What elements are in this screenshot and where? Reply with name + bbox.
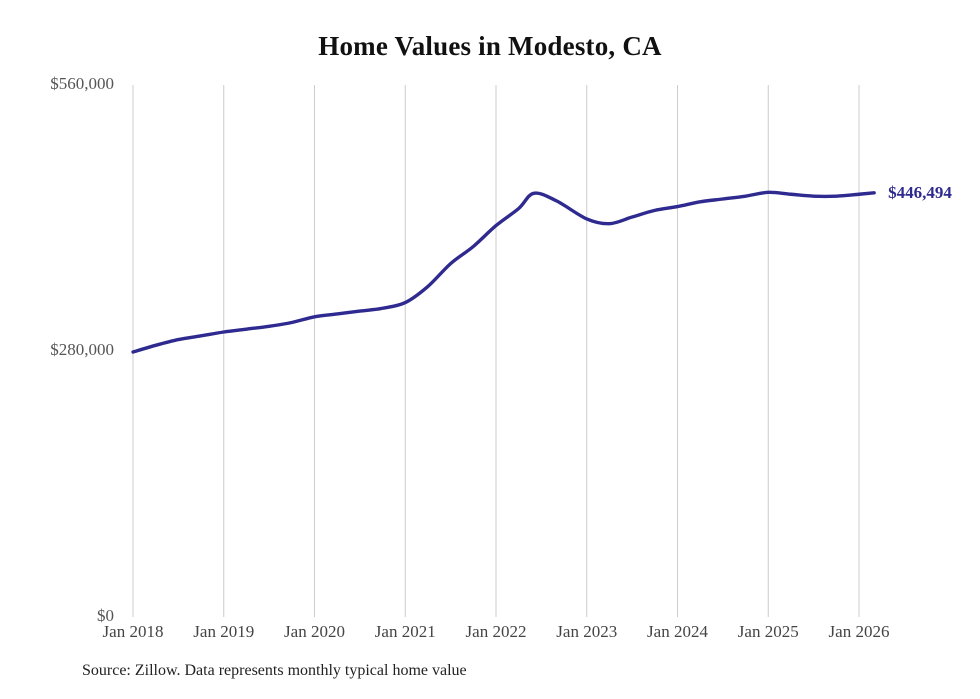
x-tick-label-jan-2025: Jan 2025	[737, 622, 799, 641]
x-tick-label-jan-2023: Jan 2023	[556, 622, 618, 641]
gridlines	[132, 85, 860, 617]
y-tick-label-0: $0	[97, 606, 114, 625]
x-tick-label-jan-2020: Jan 2020	[284, 622, 345, 641]
series-line-typical-home-value	[131, 190, 876, 354]
y-tick-label-560000: $560,000	[50, 74, 114, 93]
x-tick-label-jan-2026: Jan 2026	[828, 622, 890, 641]
x-tick-label-jan-2022: Jan 2022	[465, 622, 527, 641]
x-tick-label-jan-2024: Jan 2024	[647, 622, 708, 641]
series-line-group	[131, 190, 876, 354]
y-tick-label-280000: $280,000	[50, 340, 114, 359]
x-tick-label-jan-2018: Jan 2018	[102, 622, 164, 641]
x-tick-label-jan-2021: Jan 2021	[374, 622, 436, 641]
x-tick-label-jan-2019: Jan 2019	[193, 622, 255, 641]
chart-title: Home Values in Modesto, CA	[318, 31, 662, 61]
end-value-label: $446,494	[888, 182, 952, 202]
source-note: Source: Zillow. Data represents monthly …	[82, 662, 467, 679]
